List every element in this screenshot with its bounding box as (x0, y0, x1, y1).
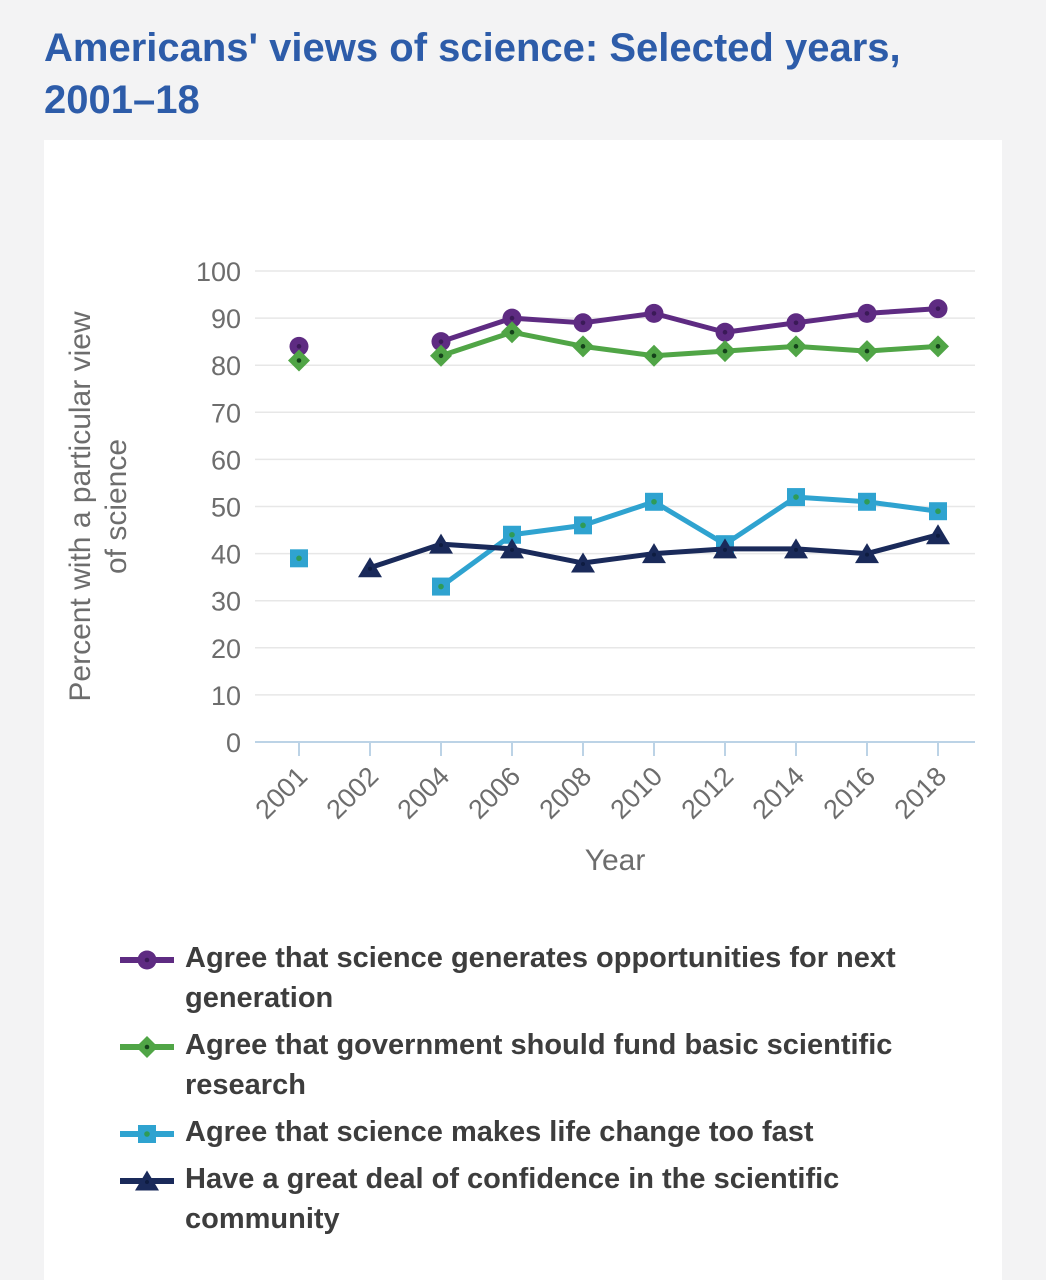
series-marker-square (432, 577, 450, 596)
series-marker-triangle (358, 557, 382, 578)
x-tick-label: 2002 (321, 761, 385, 825)
y-tick-label: 100 (196, 257, 241, 287)
y-tick-label: 90 (211, 304, 241, 334)
x-tick-label: 2016 (818, 761, 882, 825)
legend-marker-triangle-icon (120, 1170, 174, 1191)
series-marker-circle (715, 322, 735, 342)
series-marker-triangle (429, 533, 453, 554)
legend-marker-circle-icon (120, 950, 174, 970)
series-line (438, 329, 941, 359)
series-marker-circle (857, 303, 877, 323)
legend-item: Have a great deal of confidence in the s… (118, 1159, 980, 1239)
series-marker-circle (786, 313, 806, 333)
legend-item: Agree that government should fund basic … (118, 1025, 980, 1105)
legend-marker-square-icon (120, 1125, 174, 1144)
series-marker-square (503, 525, 521, 544)
chart-card: 0 10 20 30 40 50 60 70 80 90 100 2001 2002 2004 2006 20… (44, 140, 1002, 1280)
series-marker-circle (573, 313, 593, 333)
series-marker-square (138, 1125, 156, 1144)
y-tick-label: 60 (211, 445, 241, 475)
series-marker-triangle (713, 538, 737, 559)
series-marker-square (290, 549, 308, 568)
series-marker-diamond (572, 335, 594, 358)
y-tick-label: 50 (211, 493, 241, 523)
series-marker-triangle (500, 538, 524, 559)
legend-label: Agree that science makes life change too… (185, 1116, 814, 1149)
series-marker-diamond (643, 344, 665, 367)
series-marker-square (574, 516, 592, 535)
legend-label: Agree that science generates opportuniti… (185, 942, 896, 1015)
series-marker-triangle (642, 543, 666, 564)
series-marker-diamond (136, 1036, 158, 1059)
series-marker-circle (431, 332, 451, 352)
series-marker-circle (644, 303, 664, 323)
y-tick-label: 80 (211, 351, 241, 381)
svg-text:Percent with a particular view: Percent with a particular view (64, 311, 97, 701)
series-marker-square (645, 492, 663, 511)
series-marker-diamond (714, 340, 736, 363)
legend-item: Agree that science generates opportuniti… (118, 938, 980, 1018)
series-marker-diamond (927, 335, 949, 358)
y-tick-label: 10 (211, 681, 241, 711)
x-tick-label: 2006 (463, 761, 527, 825)
series-line (438, 306, 941, 345)
y-tick-label: 70 (211, 398, 241, 428)
series-marker-circle (137, 950, 157, 970)
series-marker-triangle (855, 543, 879, 564)
y-tick-label: 20 (211, 634, 241, 664)
series-marker-diamond (288, 349, 310, 372)
x-tick-label: 2010 (605, 761, 669, 825)
x-axis-title: Year (585, 844, 646, 877)
series-marker-square (858, 492, 876, 511)
series-marker-circle (502, 308, 522, 328)
series-line (438, 494, 941, 590)
x-tick-label: 2001 (250, 761, 314, 825)
series-marker-triangle (571, 552, 595, 573)
series-marker-triangle (135, 1170, 159, 1191)
series-marker-circle (289, 336, 309, 356)
series-marker-triangle (926, 524, 950, 545)
x-tick-label: 2012 (676, 761, 740, 825)
x-tick-label: 2018 (889, 761, 953, 825)
y-tick-label: 40 (211, 540, 241, 570)
page-title: Americans' views of science: Selected ye… (44, 26, 901, 122)
y-axis-title: Percent with a particular view of science (64, 311, 133, 701)
legend-label: Agree that government should fund basic … (185, 1029, 893, 1102)
x-tick-label: 2004 (392, 761, 456, 825)
y-tick-label: 30 (211, 587, 241, 617)
series-marker-diamond (856, 340, 878, 363)
legend-label: Have a great deal of confidence in the s… (185, 1163, 840, 1236)
chart-legend: Agree that science generates opportuniti… (118, 938, 980, 1246)
series-marker-diamond (501, 321, 523, 344)
x-tick-label: 2014 (747, 761, 811, 825)
series-marker-square (929, 502, 947, 521)
x-tick-label: 2008 (534, 761, 598, 825)
series-marker-triangle (784, 538, 808, 559)
series-marker-diamond (785, 335, 807, 358)
series-marker-circle (928, 299, 948, 319)
y-tick-label: 0 (226, 728, 241, 758)
legend-item: Agree that science makes life change too… (118, 1112, 980, 1152)
series-marker-diamond (430, 344, 452, 367)
legend-marker-diamond-icon (120, 1036, 174, 1059)
svg-text:of science: of science (100, 439, 133, 574)
series-marker-square (787, 488, 805, 507)
